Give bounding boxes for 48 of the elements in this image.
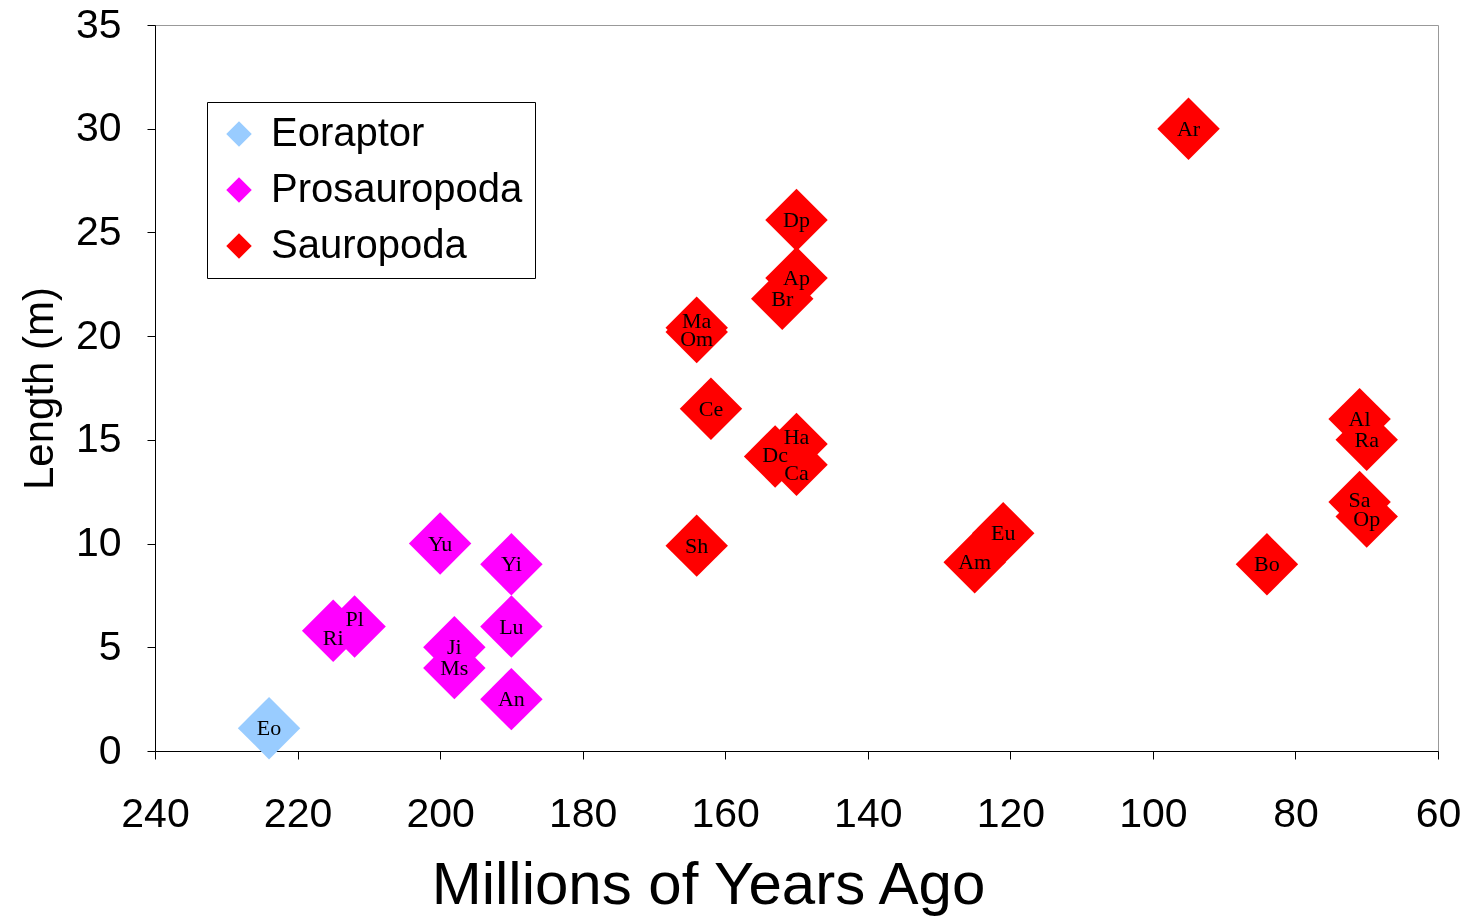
y-tick-label: 0: [98, 726, 122, 773]
point: [1157, 97, 1220, 160]
annotation: Dp: [783, 206, 810, 232]
y-tick-label: 35: [75, 0, 122, 47]
annotation: An: [497, 686, 525, 712]
annotation: Ar: [1176, 115, 1201, 141]
annotation: Eo: [256, 715, 282, 741]
x-tick-label: 100: [1119, 789, 1188, 836]
x-tick-label: 180: [548, 789, 618, 836]
annotation: Sa: [1348, 487, 1371, 513]
point: [665, 514, 728, 577]
point: [480, 533, 543, 596]
y-tick-label: 15: [75, 415, 122, 462]
annotation: Bo: [1254, 551, 1280, 577]
annotation: Ce: [698, 395, 724, 421]
x-tick-label: 80: [1273, 789, 1319, 836]
x-axis-title: Millions of Years Ago: [431, 849, 986, 917]
x-tick-label: 220: [263, 789, 333, 836]
y-tick-label: 20: [75, 311, 122, 358]
legend-label: Eoraptor: [271, 110, 425, 154]
y-tick-label: 25: [75, 207, 122, 254]
annotation: Yu: [427, 530, 453, 556]
annotation: Lu: [499, 613, 524, 639]
x-tick-label: 140: [834, 789, 903, 836]
annotation: Eu: [990, 520, 1016, 546]
y-tick-label: 30: [75, 104, 122, 151]
annotation: Sh: [685, 532, 709, 558]
point: [480, 595, 543, 658]
y-tick-label: 5: [98, 622, 122, 669]
point: [679, 377, 743, 440]
annotation: Yi: [500, 551, 522, 577]
y-axis-title: Length (m): [14, 286, 62, 491]
x-tick-label: 240: [121, 789, 190, 836]
point: [237, 696, 301, 760]
x-tick-label: 200: [406, 789, 475, 836]
legend-label: Sauropoda: [271, 222, 468, 266]
y-tick-label: 10: [75, 519, 122, 566]
point: [408, 512, 472, 575]
annotation: Ma: [682, 307, 712, 333]
x-tick-label: 160: [691, 789, 760, 836]
annotation: Ha: [783, 423, 810, 449]
x-tick-label: 120: [976, 789, 1046, 836]
legend-label: Prosauropoda: [271, 166, 524, 210]
x-tick-label: 60: [1415, 789, 1462, 836]
annotation: Ri: [322, 624, 344, 650]
annotation: Pl: [345, 606, 364, 632]
annotation: Am: [958, 549, 992, 575]
point: [480, 667, 543, 731]
